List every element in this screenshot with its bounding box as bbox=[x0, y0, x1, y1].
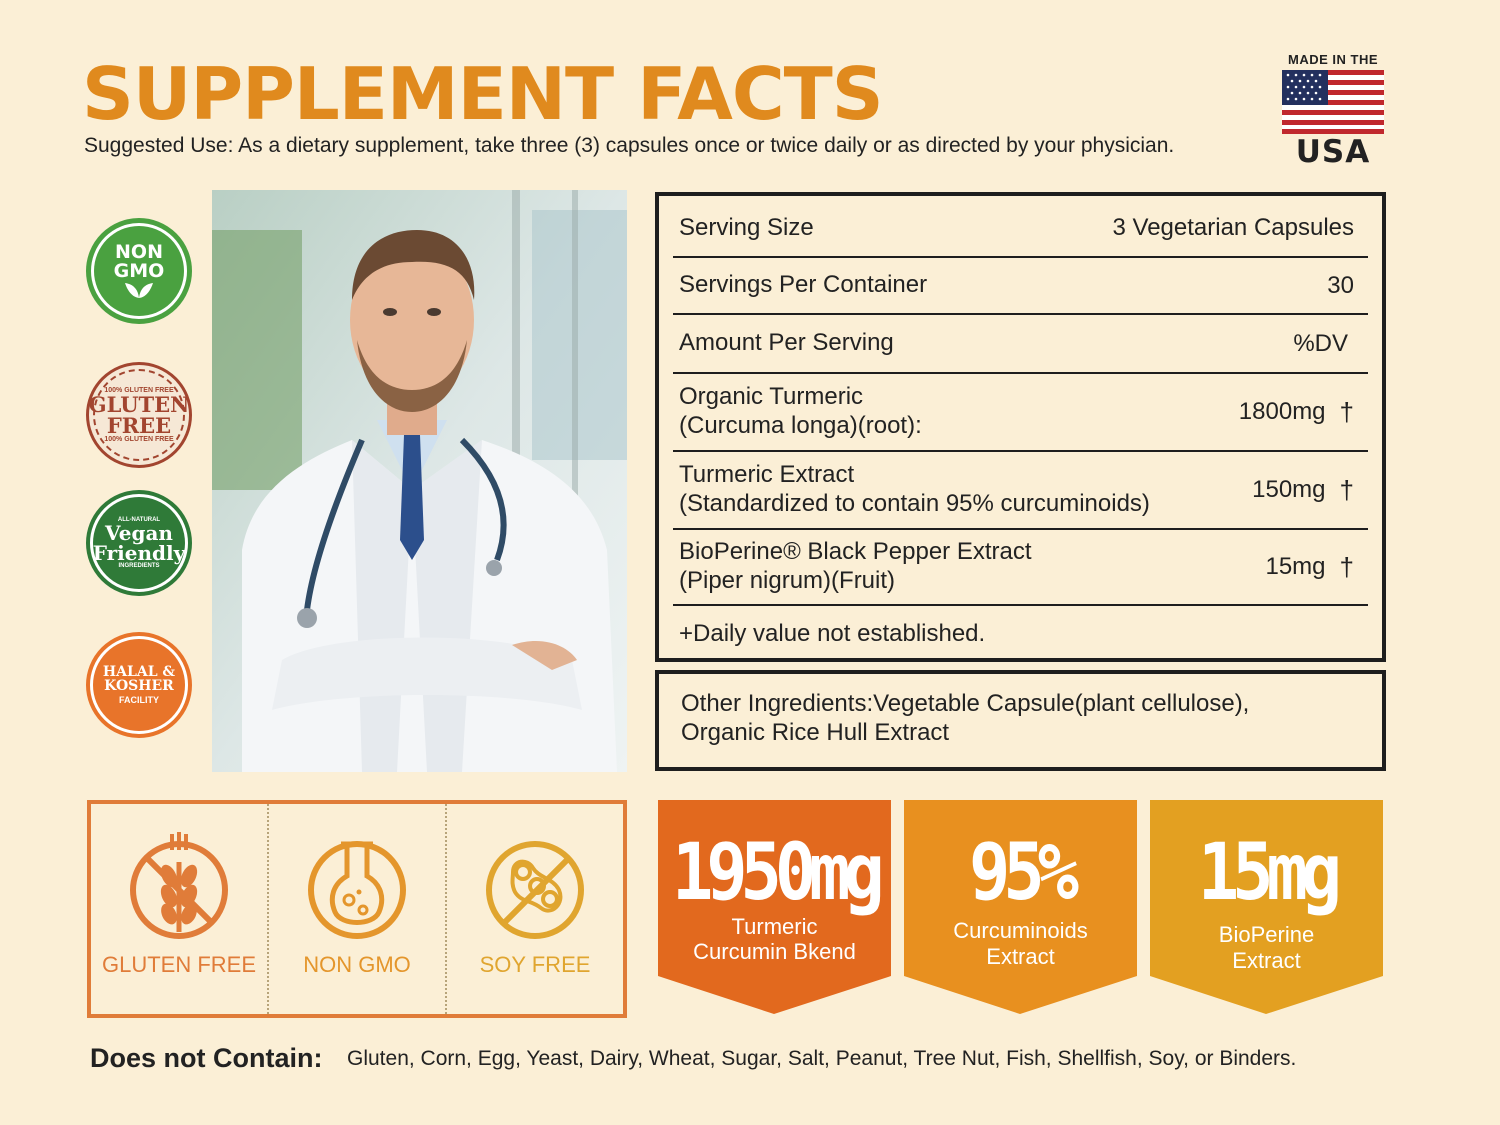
row-value: 150mg bbox=[1252, 476, 1326, 503]
banner-shape bbox=[658, 800, 891, 1014]
gluten-badge-main1: GLUTEN bbox=[88, 392, 190, 417]
row-value-group: 150mg † bbox=[1252, 475, 1354, 506]
table-row: BioPerine® Black Pepper Extract (Piper n… bbox=[673, 530, 1368, 606]
free-label: GLUTEN FREE bbox=[101, 952, 257, 977]
non-gmo-line1: NON bbox=[115, 241, 163, 263]
gluten-badge-main2: FREE bbox=[106, 413, 172, 438]
row-label-line2: (Curcuma longa)(root): bbox=[679, 412, 922, 439]
non-gmo-item: NON GMO bbox=[267, 804, 445, 1014]
stat-value: 1950mg bbox=[671, 828, 885, 918]
row-value: 1800mg bbox=[1238, 398, 1326, 425]
free-label: NON GMO bbox=[303, 952, 411, 977]
row-label-line1: BioPerine® Black Pepper Extract bbox=[679, 538, 1032, 566]
free-from-box: GLUTEN FREE NON GMO SOY FREE bbox=[87, 800, 627, 1018]
halal-line1: HALAL & bbox=[102, 664, 176, 680]
row-label: Amount Per Serving bbox=[679, 329, 894, 357]
soy-slash-icon bbox=[486, 841, 584, 939]
stat-sub-line1: Curcuminoids bbox=[953, 918, 1088, 943]
stat-sub-line1: BioPerine bbox=[1218, 922, 1315, 947]
usa-label: USA bbox=[1295, 134, 1371, 170]
dagger-mark: † bbox=[1339, 474, 1354, 505]
vegan-badge-top: ALL-NATURAL bbox=[117, 517, 161, 523]
row-value: 30 bbox=[1327, 271, 1354, 299]
row-label-line2: (Piper nigrum)(Fruit) bbox=[679, 567, 896, 594]
made-in-usa-badge: MADE IN THE USA bbox=[1278, 52, 1388, 170]
row-value: %DV bbox=[1293, 329, 1348, 357]
doctor-photo bbox=[212, 190, 627, 772]
stat-banner-turmeric: 1950mg Turmeric Curcumin Bkend bbox=[658, 800, 891, 1014]
row-label-line1: Turmeric Extract bbox=[679, 461, 855, 489]
table-row: Turmeric Extract (Standardized to contai… bbox=[673, 452, 1368, 530]
table-row: Serving Size 3 Vegetarian Capsules bbox=[673, 200, 1368, 258]
flask-icon bbox=[308, 841, 406, 939]
non-gmo-badge: NON GMO bbox=[86, 218, 192, 324]
halal-line3: FACILITY bbox=[119, 695, 159, 705]
table-row: Amount Per Serving %DV bbox=[673, 315, 1368, 374]
stat-sub-line2: Extract bbox=[1232, 948, 1301, 973]
suggested-use-text: Suggested Use: As a dietary supplement, … bbox=[84, 134, 1175, 157]
gluten-free-badge: 100% GLUTEN FREE GLUTEN FREE 100% GLUTEN… bbox=[86, 362, 192, 468]
stat-banner-curcuminoids: 95% Curcuminoids Extract bbox=[904, 800, 1137, 1014]
other-ingredients-line2: Organic Rice Hull Extract bbox=[681, 718, 950, 746]
halal-kosher-badge: HALAL & KOSHER FACILITY bbox=[86, 632, 192, 738]
does-not-contain-label: Does not Contain: bbox=[90, 1043, 323, 1073]
row-label: Serving Size bbox=[679, 213, 814, 241]
vegan-badge-main2: Friendly bbox=[92, 541, 186, 565]
made-in-label: MADE IN THE bbox=[1288, 52, 1378, 67]
banner-shape bbox=[904, 800, 1137, 1014]
row-value-group: 1800mg † bbox=[1239, 397, 1354, 428]
stat-sub-line2: Curcumin Bkend bbox=[693, 939, 856, 964]
gluten-free-item: GLUTEN FREE bbox=[91, 804, 267, 1014]
wheat-slash-icon bbox=[130, 832, 228, 939]
banner-shape bbox=[1150, 800, 1383, 1014]
us-flag-icon bbox=[1282, 70, 1384, 134]
dagger-mark: † bbox=[1339, 396, 1354, 427]
gluten-badge-bottom: 100% GLUTEN FREE bbox=[104, 436, 174, 443]
stat-value: 95% bbox=[969, 828, 1079, 918]
other-ingredients-box: Other Ingredients:Vegetable Capsule(plan… bbox=[655, 670, 1386, 771]
stat-sub-line1: Turmeric bbox=[731, 914, 818, 939]
stat-value: 15mg bbox=[1197, 828, 1342, 918]
does-not-contain-list: Gluten, Corn, Egg, Yeast, Dairy, Wheat, … bbox=[347, 1047, 1297, 1070]
non-gmo-line2: GMO bbox=[113, 260, 165, 282]
row-label-line2: (Standardized to contain 95% curcuminoid… bbox=[679, 490, 1150, 517]
other-ingredients-line1: Other Ingredients:Vegetable Capsule(plan… bbox=[681, 690, 1250, 717]
vegan-badge-bottom: INGREDIENTS bbox=[118, 563, 160, 569]
table-row: Organic Turmeric (Curcuma longa)(root): … bbox=[673, 374, 1368, 452]
row-label: Organic Turmeric (Curcuma longa)(root): bbox=[679, 383, 922, 441]
footnote: +Daily value not established. bbox=[679, 619, 986, 647]
soy-free-item: SOY FREE bbox=[445, 804, 623, 1014]
leaf-icon bbox=[125, 283, 153, 298]
row-label-line1: Organic Turmeric bbox=[679, 383, 864, 411]
row-value-group: 15mg † bbox=[1265, 552, 1354, 583]
row-value: 15mg bbox=[1265, 553, 1326, 580]
row-label: BioPerine® Black Pepper Extract (Piper n… bbox=[679, 538, 1032, 596]
row-label: Turmeric Extract (Standardized to contai… bbox=[679, 461, 1150, 519]
stat-banner-bioperine: 15mg BioPerine Extract bbox=[1150, 800, 1383, 1014]
supplement-facts-table: Serving Size 3 Vegetarian Capsules Servi… bbox=[655, 192, 1386, 662]
free-label: SOY FREE bbox=[479, 952, 591, 977]
footnote-row: +Daily value not established. bbox=[673, 606, 1368, 662]
row-label: Servings Per Container bbox=[679, 271, 928, 299]
vegan-badge-main1: Vegan bbox=[105, 521, 173, 545]
stat-sub-line2: Extract bbox=[986, 944, 1055, 969]
table-row: Servings Per Container 30 bbox=[673, 258, 1368, 315]
row-value: 3 Vegetarian Capsules bbox=[1112, 214, 1355, 241]
vegan-friendly-badge: ALL-NATURAL Vegan Friendly INGREDIENTS bbox=[86, 490, 192, 596]
dagger-mark: † bbox=[1339, 551, 1354, 582]
page-title: SUPPLEMENT FACTS bbox=[82, 52, 884, 136]
gluten-badge-top: 100% GLUTEN FREE bbox=[104, 387, 174, 394]
halal-line2: KOSHER bbox=[104, 678, 174, 694]
